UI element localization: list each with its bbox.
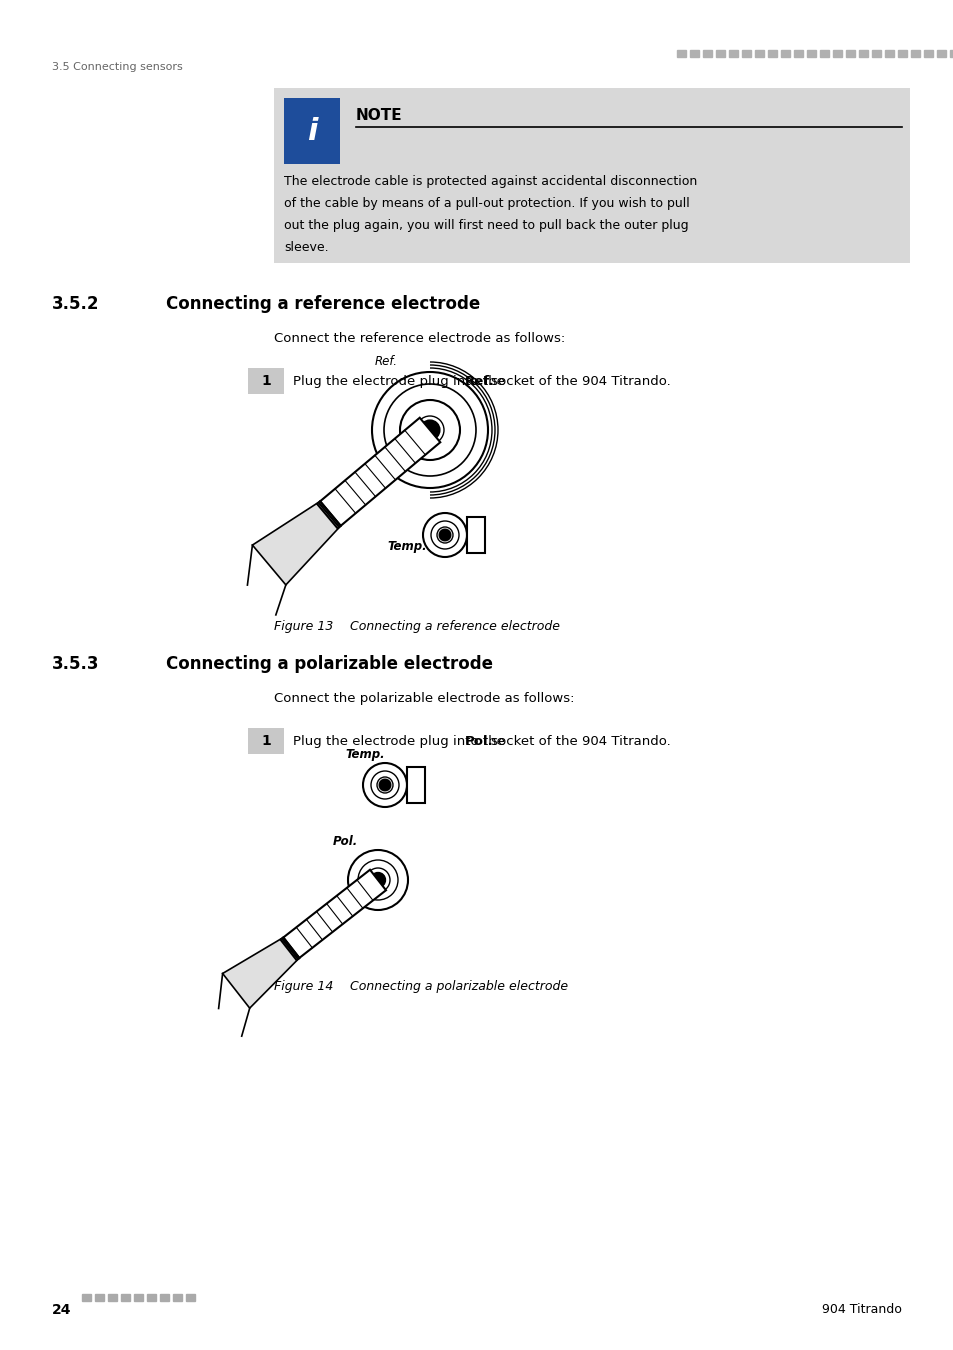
Bar <box>108 1295 117 1301</box>
Bar <box>274 88 909 263</box>
Bar <box>832 50 841 57</box>
Bar <box>897 50 906 57</box>
Text: i: i <box>307 116 317 146</box>
Text: out the plug again, you will first need to pull back the outer plug: out the plug again, you will first need … <box>284 219 688 232</box>
Bar <box>407 767 424 803</box>
Bar <box>728 50 738 57</box>
Text: 904 Titrando: 904 Titrando <box>821 1303 901 1316</box>
Text: Connect the reference electrode as follows:: Connect the reference electrode as follo… <box>274 332 565 346</box>
Bar <box>767 50 776 57</box>
Bar <box>82 1295 91 1301</box>
Circle shape <box>424 425 435 435</box>
Circle shape <box>381 782 388 788</box>
Text: Figure 13: Figure 13 <box>274 620 333 633</box>
Bar <box>936 50 945 57</box>
Text: Plug the electrode plug into the: Plug the electrode plug into the <box>293 734 509 748</box>
Text: Connect the polarizable electrode as follows:: Connect the polarizable electrode as fol… <box>274 693 574 705</box>
Bar <box>284 99 339 163</box>
Bar <box>248 369 284 394</box>
Text: 24: 24 <box>52 1303 71 1318</box>
Polygon shape <box>222 937 299 1008</box>
Bar <box>467 517 484 553</box>
Text: Figure 14: Figure 14 <box>274 980 333 994</box>
Bar <box>121 1295 130 1301</box>
Bar <box>949 50 953 57</box>
Text: NOTE: NOTE <box>355 108 402 123</box>
Bar <box>781 50 789 57</box>
Text: Ref.: Ref. <box>375 355 397 369</box>
Bar <box>923 50 932 57</box>
Bar <box>133 1295 143 1301</box>
Text: socket of the 904 Titrando.: socket of the 904 Titrando. <box>487 375 671 387</box>
Bar <box>702 50 711 57</box>
Text: Connecting a reference electrode: Connecting a reference electrode <box>350 620 559 633</box>
Polygon shape <box>283 869 386 958</box>
Text: 3.5.3: 3.5.3 <box>52 655 99 674</box>
Bar <box>95 1295 104 1301</box>
Text: Connecting a polarizable electrode: Connecting a polarizable electrode <box>166 655 493 674</box>
Bar <box>793 50 802 57</box>
Text: 1: 1 <box>261 734 271 748</box>
Circle shape <box>441 532 448 539</box>
Bar <box>248 728 284 755</box>
Bar <box>884 50 893 57</box>
Bar <box>858 50 867 57</box>
Text: Plug the electrode plug into the: Plug the electrode plug into the <box>293 375 509 387</box>
Bar <box>845 50 854 57</box>
Text: Pol.: Pol. <box>333 836 358 848</box>
Text: 1: 1 <box>261 374 271 387</box>
Text: Temp.: Temp. <box>345 748 384 761</box>
Text: of the cable by means of a pull-out protection. If you wish to pull: of the cable by means of a pull-out prot… <box>284 197 689 211</box>
Text: 3.5.2: 3.5.2 <box>52 296 99 313</box>
Bar <box>172 1295 182 1301</box>
Polygon shape <box>320 417 440 525</box>
Text: Temp.: Temp. <box>387 540 426 553</box>
Bar <box>741 50 750 57</box>
Bar <box>754 50 763 57</box>
Bar <box>677 50 685 57</box>
Polygon shape <box>253 501 340 585</box>
Bar <box>147 1295 156 1301</box>
Bar <box>160 1295 169 1301</box>
Bar <box>871 50 880 57</box>
Text: 3.5 Connecting sensors: 3.5 Connecting sensors <box>52 62 183 72</box>
Text: Connecting a reference electrode: Connecting a reference electrode <box>166 296 479 313</box>
Bar <box>689 50 699 57</box>
Text: Ref.: Ref. <box>464 375 494 387</box>
Bar <box>186 1295 194 1301</box>
Bar <box>820 50 828 57</box>
Bar <box>806 50 815 57</box>
Circle shape <box>374 876 381 884</box>
Bar <box>716 50 724 57</box>
Text: sleeve.: sleeve. <box>284 242 328 254</box>
Text: The electrode cable is protected against accidental disconnection: The electrode cable is protected against… <box>284 176 697 188</box>
Text: socket of the 904 Titrando.: socket of the 904 Titrando. <box>487 734 671 748</box>
Bar <box>910 50 919 57</box>
Text: Pol.: Pol. <box>464 734 493 748</box>
Text: Connecting a polarizable electrode: Connecting a polarizable electrode <box>350 980 568 994</box>
